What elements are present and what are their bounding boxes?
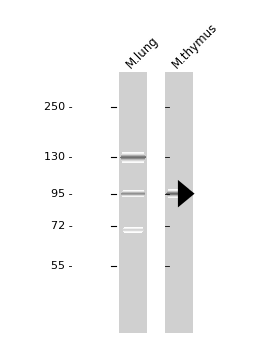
Bar (119, 72, 147, 333)
Text: 55 -: 55 - (51, 261, 73, 271)
Text: 250 -: 250 - (44, 102, 73, 112)
Text: 130 -: 130 - (45, 152, 73, 163)
Text: 72 -: 72 - (51, 221, 73, 231)
Text: 95 -: 95 - (51, 189, 73, 199)
Bar (165, 72, 193, 333)
Text: M.thymus: M.thymus (170, 20, 220, 71)
Text: M.lung: M.lung (124, 33, 161, 71)
Polygon shape (178, 180, 195, 207)
